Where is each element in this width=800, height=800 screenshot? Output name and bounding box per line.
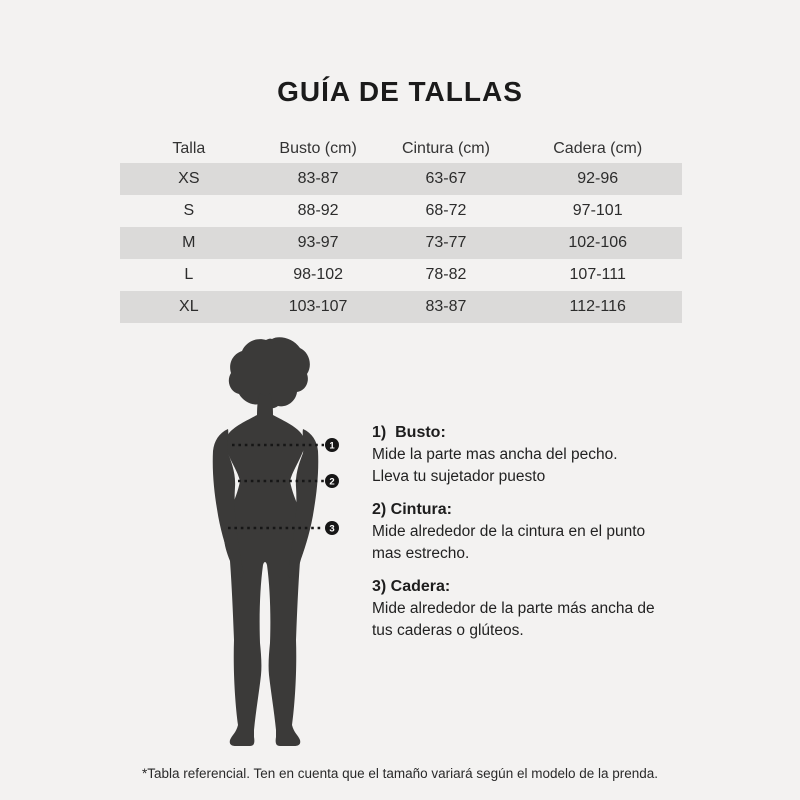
silhouette-head: [228, 337, 310, 409]
cell-busto: 93-97: [297, 234, 339, 251]
reference-disclaimer: *Tabla referencial. Ten en cuenta que el…: [141, 766, 659, 781]
note-busto: 1) Busto: Mide la parte mas ancha del pe…: [372, 422, 702, 488]
female-silhouette-icon: 1 2 3: [212, 337, 339, 746]
cell-talla: XS: [178, 170, 200, 187]
bust-marker-number: 1: [329, 441, 335, 452]
note-heading: 1) Busto:: [372, 424, 446, 441]
cell-busto: 98-102: [293, 266, 344, 283]
size-table: Talla Busto (cm) Cintura (cm) Cadera (cm…: [120, 135, 682, 323]
note-line: Lleva tu sujetador puesto: [372, 468, 546, 485]
note-cintura: 2) Cintura: Mide alrededor de la cintura…: [372, 499, 702, 565]
note-cadera: 3) Cadera: Mide alrededor de la parte má…: [372, 576, 702, 642]
body-measurement-diagram: 1 2 3: [180, 335, 350, 765]
hip-marker-icon: [325, 521, 339, 535]
cell-cintura: 63-67: [425, 170, 467, 187]
note-heading: 2) Cintura:: [372, 501, 452, 518]
column-header-busto: Busto (cm): [279, 140, 357, 157]
table-row: XL 103-107 83-87 112-116: [120, 291, 682, 323]
measurement-markers: 1 2 3: [325, 438, 339, 535]
table-row: M 93-97 73-77 102-106: [120, 227, 682, 259]
table-row: XS 83-87 63-67 92-96: [120, 163, 682, 195]
cell-talla: S: [183, 202, 195, 219]
hip-marker-number: 3: [329, 524, 334, 535]
silhouette-left-arm: [212, 429, 244, 578]
cell-cintura: 78-82: [425, 266, 467, 283]
cell-busto: 103-107: [288, 298, 348, 315]
cell-talla: XL: [179, 298, 199, 315]
note-heading: 3) Cadera:: [372, 578, 451, 595]
table-row: L 98-102 78-82 107-111: [120, 259, 682, 291]
cell-talla: M: [182, 234, 196, 251]
note-line: Mide alrededor de la parte más ancha de: [372, 600, 655, 617]
cell-cadera: 112-116: [569, 298, 626, 315]
column-header-cadera: Cadera (cm): [553, 140, 643, 157]
silhouette-right-arm: [287, 429, 319, 578]
cell-cadera: 107-111: [569, 266, 626, 283]
table-header-row: Talla Busto (cm) Cintura (cm) Cadera (cm…: [120, 135, 682, 163]
note-line: Mide la parte mas ancha del pecho.: [372, 446, 618, 463]
cell-busto: 83-87: [297, 170, 339, 187]
cell-busto: 88-92: [297, 202, 339, 219]
cell-cintura: 68-72: [425, 202, 467, 219]
cell-cintura: 83-87: [425, 298, 467, 315]
cell-cadera: 92-96: [577, 170, 619, 187]
cell-cintura: 73-77: [425, 234, 467, 251]
column-header-cintura: Cintura (cm): [401, 140, 490, 157]
cell-talla: L: [184, 266, 194, 283]
bust-marker-icon: [325, 438, 339, 452]
cell-cadera: 97-101: [572, 202, 623, 219]
note-line: mas estrecho.: [372, 545, 470, 562]
page-title: GUÍA DE TALLAS: [277, 76, 523, 107]
waist-marker-icon: [325, 474, 339, 488]
column-header-talla: Talla: [172, 140, 206, 157]
table-row: S 88-92 68-72 97-101: [120, 195, 682, 227]
note-line: Mide alrededor de la cintura en el punto: [372, 523, 646, 540]
cell-cadera: 102-106: [568, 234, 628, 251]
note-line: tus caderas o glúteos.: [372, 622, 524, 639]
measurement-notes: 1) Busto: Mide la parte mas ancha del pe…: [372, 422, 702, 653]
waist-marker-number: 2: [329, 477, 334, 488]
